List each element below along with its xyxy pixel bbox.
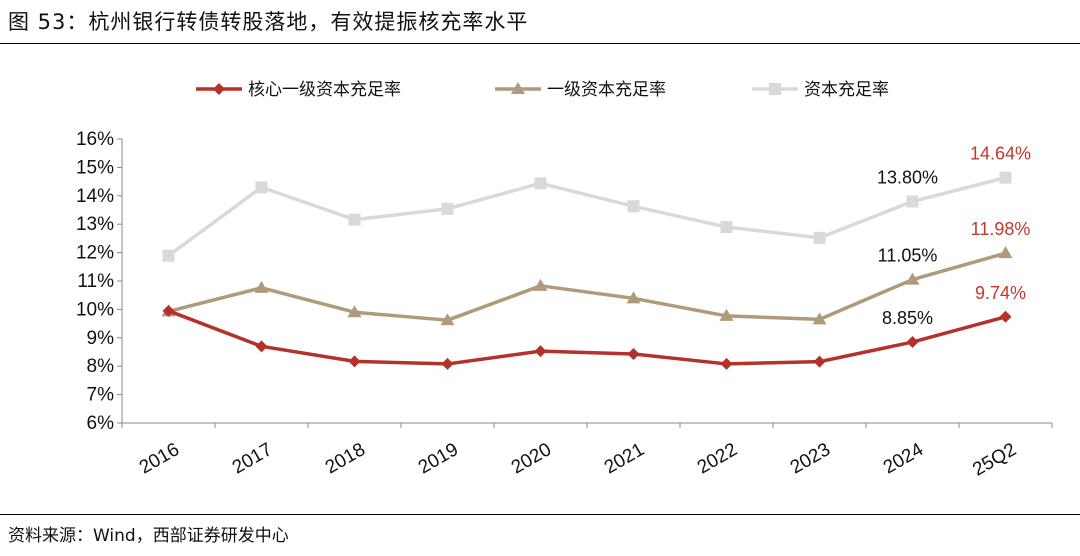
data-point (999, 171, 1012, 184)
y-tick-label: 11% (77, 271, 114, 292)
top-rule (0, 43, 1080, 44)
series-line (168, 251, 1006, 322)
data-point (255, 181, 268, 194)
source-note: 资料来源：Wind，西部证券研发中心 (8, 526, 289, 546)
y-tick-label: 10% (76, 299, 114, 320)
data-point (813, 355, 826, 368)
data-label: 9.74% (975, 283, 1026, 303)
legend-label: 资本充足率 (804, 80, 889, 100)
line-chart: 6% 7% 8% 9% 10% 11% 12% 13% 14% 15% 16% 2016 2017 201… (76, 80, 1053, 481)
data-point (348, 355, 361, 368)
data-label: 13.80% (877, 167, 938, 187)
data-label: 8.85% (882, 308, 933, 328)
y-tick-label: 8% (87, 356, 115, 377)
x-tick-label: 2017 (229, 439, 276, 478)
y-tick-label: 14% (76, 186, 114, 207)
x-tick-label: 2022 (694, 439, 741, 478)
data-point (534, 177, 547, 190)
y-tick-label: 15% (76, 157, 114, 178)
data-label: 14.64% (970, 144, 1031, 164)
x-tick-label: 2023 (787, 439, 834, 478)
y-tick-label: 9% (87, 328, 115, 349)
data-point (162, 249, 175, 262)
data-point (347, 305, 362, 318)
y-tick-label: 6% (87, 413, 115, 434)
data-point (348, 213, 361, 226)
data-point (254, 280, 269, 293)
series-line (167, 309, 1006, 366)
y-tick-label: 7% (87, 385, 115, 406)
y-tick-label: 16% (76, 129, 114, 150)
legend-swatch-marker (769, 83, 781, 95)
legend-label: 一级资本充足率 (547, 80, 666, 100)
bottom-rule (0, 514, 1080, 515)
data-point (720, 357, 733, 370)
legend-swatch-marker (511, 82, 525, 94)
x-tick-label: 2024 (880, 439, 927, 479)
x-tick-label: 2020 (508, 439, 555, 478)
data-point (255, 340, 268, 353)
figure-title: 图 53：杭州银行转债转股落地，有效提振核充率水平 (8, 10, 529, 34)
data-point (719, 308, 734, 321)
data-point (720, 221, 733, 234)
x-tick-label: 2019 (415, 439, 462, 478)
data-point (533, 278, 548, 291)
series-line (167, 175, 1006, 258)
y-tick-label: 12% (76, 243, 114, 264)
legend-swatch-marker (213, 83, 225, 95)
data-point (534, 345, 547, 358)
data-point (627, 200, 640, 213)
data-point (441, 202, 454, 215)
x-tick-label: 2018 (322, 439, 369, 478)
x-tick-label: 2021 (601, 439, 648, 478)
data-point (999, 310, 1012, 323)
data-label: 11.98% (971, 219, 1031, 239)
x-tick-label: 2016 (136, 439, 183, 478)
data-point (440, 313, 455, 326)
x-tick-label: 25Q2 (969, 439, 1020, 480)
data-point (906, 195, 919, 208)
data-label: 11.05% (878, 246, 938, 266)
y-tick-label: 13% (76, 214, 114, 235)
data-point (627, 347, 640, 360)
data-point (812, 312, 827, 325)
data-point (813, 231, 826, 244)
data-point (905, 272, 920, 285)
data-point (626, 291, 641, 304)
data-point (441, 357, 454, 370)
data-point (162, 304, 175, 317)
data-point (998, 246, 1013, 259)
data-point (906, 336, 919, 349)
legend-label: 核心一级资本充足率 (248, 80, 401, 100)
